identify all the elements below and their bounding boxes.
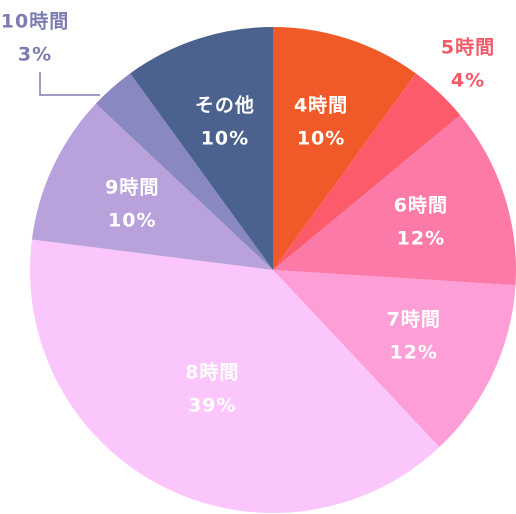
slice-value-label: 10% <box>297 128 345 150</box>
slice-value-label: 10% <box>108 209 156 231</box>
pie-slice <box>31 103 274 270</box>
slice-label: 6時間 <box>394 194 448 216</box>
slice-label: 4時間 <box>294 95 348 117</box>
pie-slice <box>95 73 273 270</box>
slice-value-label: 3% <box>18 44 52 66</box>
slice-value-label: 10% <box>201 128 249 150</box>
pie-slice <box>273 115 516 286</box>
slice-label: 7時間 <box>387 309 441 331</box>
slice-value-label: 4% <box>451 70 485 92</box>
slice-value-label: 39% <box>188 395 236 417</box>
slice-value-label: 12% <box>397 227 445 249</box>
slice-label: その他 <box>195 94 255 117</box>
slice-value-label: 12% <box>389 342 437 364</box>
pie-slice <box>29 239 440 514</box>
leader-line <box>39 72 100 96</box>
slice-label: 9時間 <box>105 176 159 198</box>
slice-label: 10時間 <box>1 11 69 33</box>
pie-slice <box>273 73 461 270</box>
slice-label: 8時間 <box>185 362 239 384</box>
slice-label: 5時間 <box>441 37 495 59</box>
pie-slice <box>273 270 516 448</box>
pie-slice <box>273 27 416 270</box>
pie-slice <box>130 27 273 270</box>
